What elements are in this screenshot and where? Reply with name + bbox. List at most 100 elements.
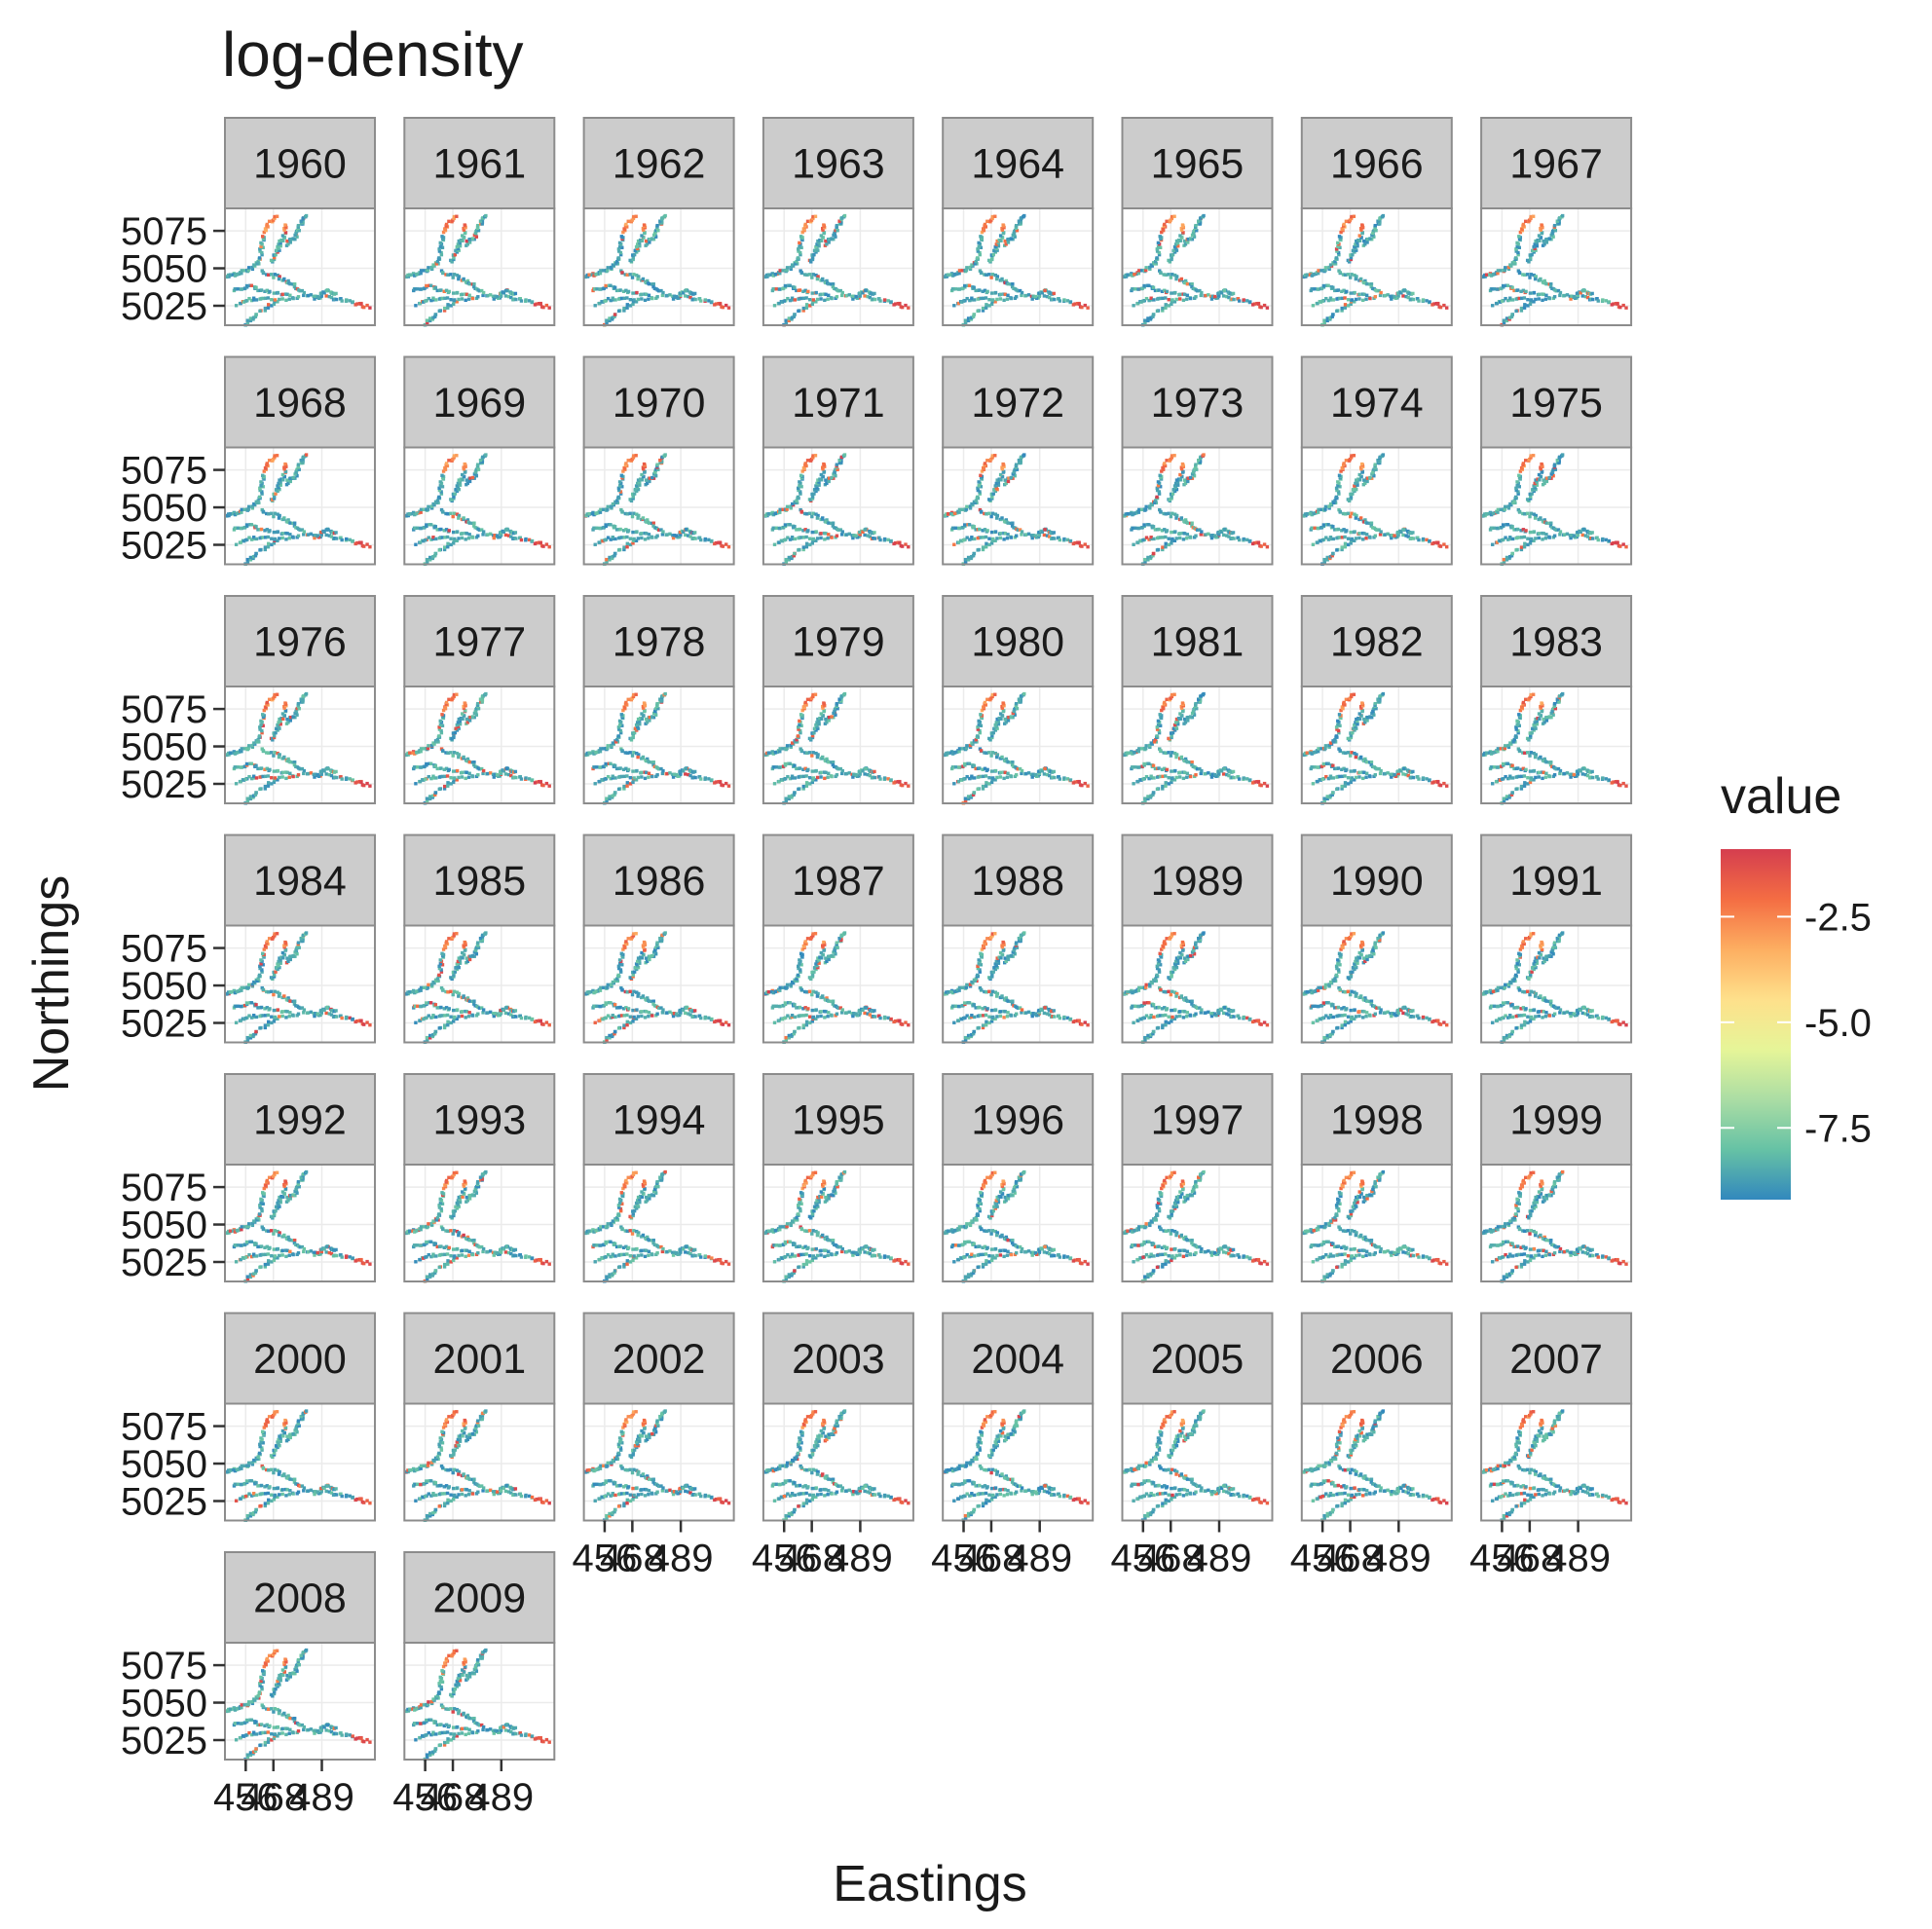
density-point xyxy=(442,306,447,311)
density-point xyxy=(1172,538,1177,543)
density-point xyxy=(1165,219,1169,224)
density-point xyxy=(1340,309,1344,313)
facet-panel: 1964 xyxy=(942,117,1095,327)
density-point xyxy=(449,782,453,786)
density-point xyxy=(251,796,255,799)
density-point xyxy=(1173,246,1178,250)
density-point xyxy=(449,542,453,547)
density-point xyxy=(295,474,299,478)
density-point xyxy=(306,771,311,776)
density-point xyxy=(1491,304,1495,308)
density-point xyxy=(693,537,697,540)
density-point xyxy=(1209,536,1214,540)
density-point xyxy=(965,504,969,509)
density-point xyxy=(801,306,805,311)
density-point xyxy=(451,530,456,535)
density-point xyxy=(825,278,829,283)
density-point xyxy=(1551,235,1555,239)
density-point xyxy=(1490,287,1494,291)
density-point xyxy=(804,296,808,300)
density-point xyxy=(1390,536,1393,540)
density-point xyxy=(452,511,457,515)
density-point xyxy=(458,483,463,487)
density-point xyxy=(286,242,290,246)
density-point xyxy=(272,735,277,740)
density-point xyxy=(587,511,591,516)
density-point xyxy=(1001,462,1005,466)
density-point xyxy=(610,265,613,270)
density-point xyxy=(288,533,292,537)
density-point xyxy=(1154,501,1158,505)
density-point xyxy=(1488,511,1492,516)
density-point xyxy=(264,705,268,710)
density-point xyxy=(1484,273,1489,277)
density-point xyxy=(1520,536,1524,539)
density-point xyxy=(286,278,290,283)
density-point xyxy=(1370,233,1374,238)
density-point xyxy=(1540,469,1544,474)
density-point xyxy=(246,507,250,511)
density-point xyxy=(447,529,451,533)
density-point xyxy=(455,290,460,295)
density-point xyxy=(261,473,265,477)
density-point xyxy=(785,266,790,270)
density-point xyxy=(426,798,429,803)
density-point xyxy=(617,249,621,253)
density-point xyxy=(1580,294,1584,298)
density-point xyxy=(1303,512,1308,516)
density-point xyxy=(1492,287,1497,291)
density-point xyxy=(801,545,805,549)
density-point xyxy=(1336,244,1340,248)
density-point xyxy=(1176,483,1180,487)
density-point xyxy=(814,300,818,304)
density-point xyxy=(265,222,270,227)
density-point xyxy=(863,294,867,298)
density-point xyxy=(431,554,435,559)
density-point xyxy=(1509,315,1514,318)
density-point xyxy=(1005,297,1010,301)
density-point xyxy=(1573,296,1578,301)
density-point xyxy=(442,547,447,552)
density-point xyxy=(635,530,639,534)
density-point xyxy=(539,541,542,545)
density-point xyxy=(1170,454,1174,458)
density-point xyxy=(480,221,484,225)
density-point xyxy=(640,234,644,238)
density-point xyxy=(804,512,809,516)
density-point xyxy=(314,772,317,776)
density-point xyxy=(291,237,295,241)
density-point xyxy=(1323,268,1327,273)
density-point xyxy=(1003,478,1007,482)
density-point xyxy=(1327,265,1331,270)
density-point xyxy=(979,509,984,514)
density-point xyxy=(1534,275,1538,278)
density-point xyxy=(368,544,372,549)
density-point xyxy=(974,528,978,532)
density-point xyxy=(821,277,825,281)
density-point xyxy=(873,297,877,302)
density-point xyxy=(452,454,457,458)
density-point xyxy=(651,282,655,286)
density-point xyxy=(506,534,511,538)
density-point xyxy=(989,253,994,257)
density-point xyxy=(1337,507,1341,512)
density-point xyxy=(978,252,982,257)
density-point xyxy=(1374,467,1378,471)
density-point xyxy=(992,488,996,492)
density-point xyxy=(810,291,814,295)
density-point xyxy=(972,525,976,529)
density-point xyxy=(617,480,622,484)
density-point xyxy=(963,320,968,325)
density-point xyxy=(616,495,620,500)
density-point xyxy=(476,534,480,538)
density-point xyxy=(827,521,831,525)
density-point xyxy=(622,296,626,301)
density-point xyxy=(462,277,465,281)
density-point xyxy=(460,536,464,540)
density-point xyxy=(422,538,426,543)
density-point xyxy=(1527,498,1531,501)
density-point xyxy=(240,271,243,276)
density-point xyxy=(815,481,819,486)
density-point xyxy=(960,507,965,512)
